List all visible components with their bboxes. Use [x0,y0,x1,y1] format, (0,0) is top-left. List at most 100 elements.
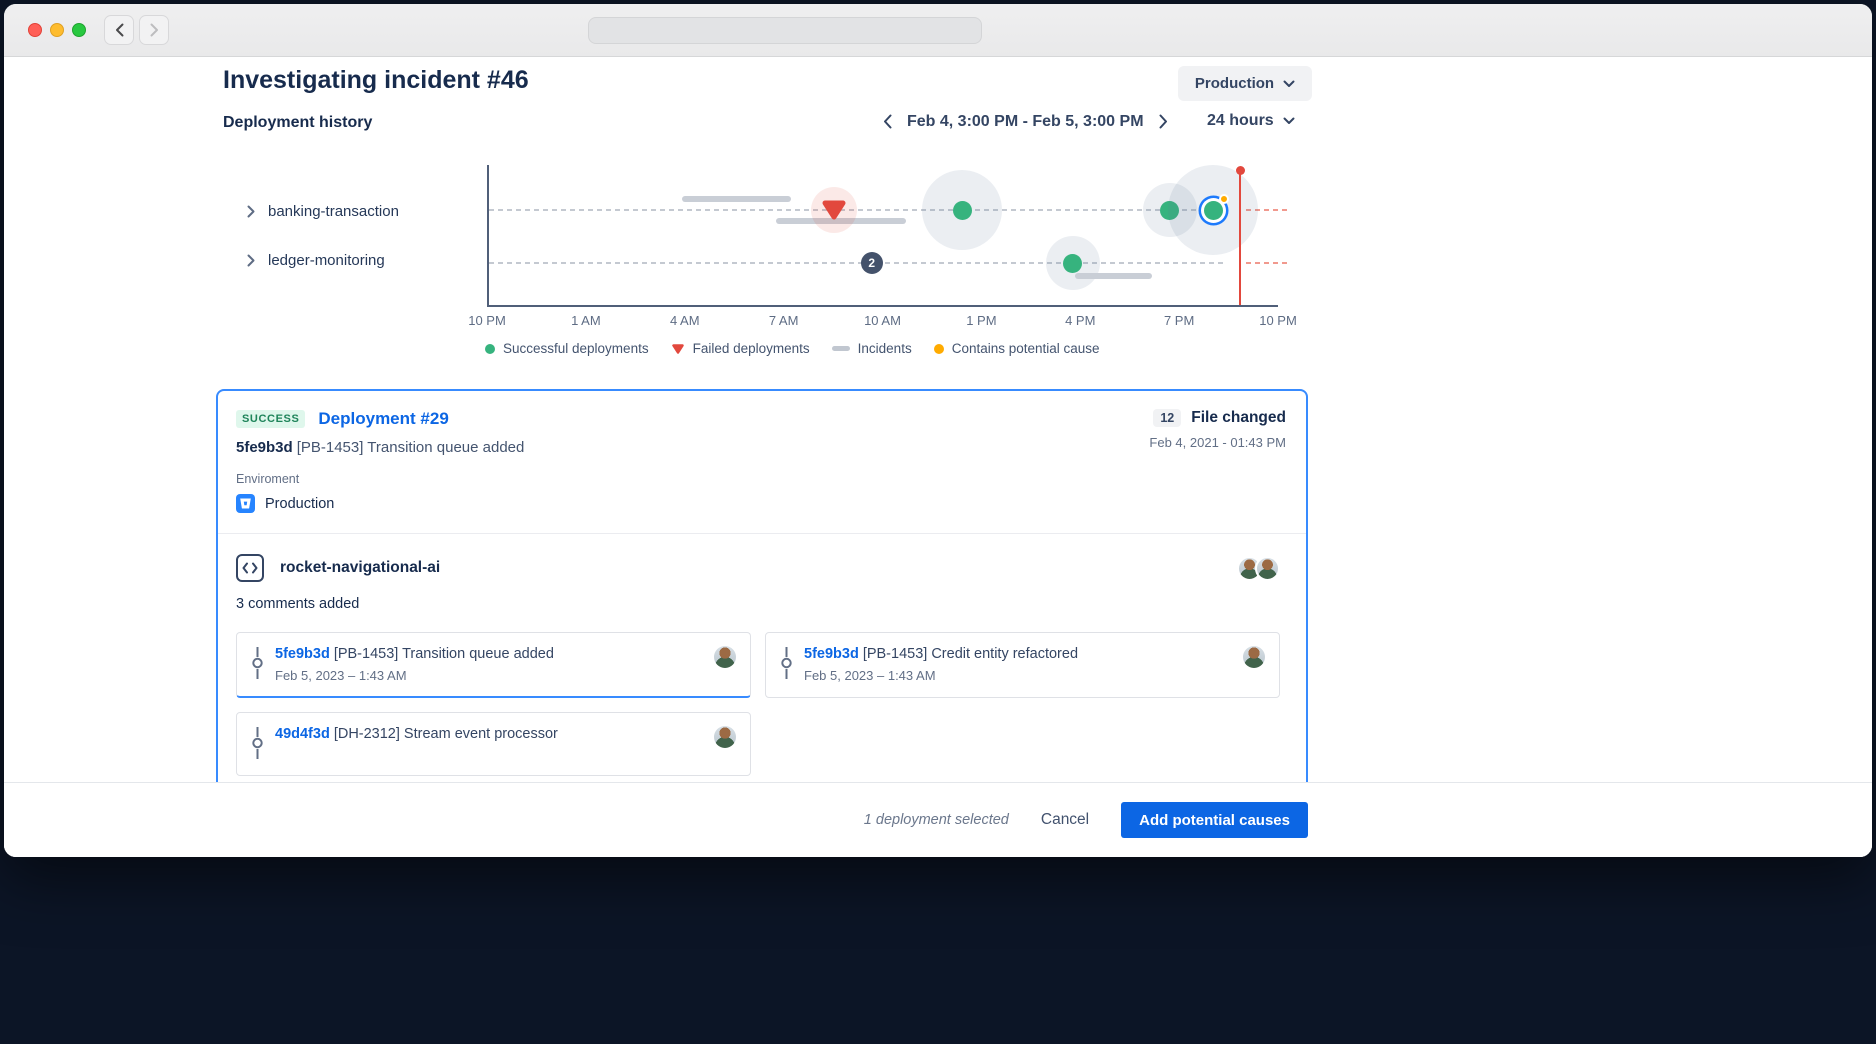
current-time-marker [1235,166,1245,305]
commit-list: 5fe9b3d [PB-1453] Transition queue added … [236,632,1280,776]
legend-contains-potential-cause: Contains potential cause [933,341,1100,356]
action-footer: 1 deployment selected Cancel Add potenti… [4,782,1872,857]
x-tick: 10 PM [1259,313,1297,328]
incident-bar[interactable] [1075,273,1152,279]
contributor-avatars [1237,555,1280,581]
x-tick: 10 PM [468,313,506,328]
chevron-down-icon [1283,117,1295,124]
back-button[interactable] [104,15,134,45]
successful-deployment-marker[interactable] [1045,236,1100,290]
deployment-timestamp: Feb 4, 2021 - 01:43 PM [1149,435,1286,450]
avatar [714,726,736,748]
timeline-row-line-future [1245,209,1290,211]
x-tick: 7 AM [768,313,799,328]
commit-date: Feb 5, 2023 – 1:43 AM [804,668,936,683]
chart-plot: 2 [487,165,1290,307]
environment-row: Production [236,494,524,513]
minimize-button[interactable] [50,23,64,37]
section-title: Deployment history [223,114,373,131]
git-commit-icon [252,647,263,679]
git-commit-icon [252,727,263,759]
row-label: ledger-monitoring [268,251,385,269]
commit-hash: 49d4f3d [275,726,330,742]
address-bar[interactable] [588,17,982,44]
failed-deployment-marker[interactable] [810,187,857,233]
cause-dot-icon [933,343,944,354]
chart-row-ledger-monitoring[interactable]: ledger-monitoring [247,245,385,275]
timeline-row-line-future [1245,262,1290,264]
interval-dropdown[interactable]: 24 hours [1207,112,1295,130]
deployment-card-body: rocket-navigational-ai 3 comments added … [218,534,1306,800]
chart-legend: Successful deployments Failed deployment… [485,341,1100,356]
environment-dropdown[interactable]: Production [1178,66,1312,101]
zoom-button[interactable] [72,23,86,37]
add-potential-causes-button[interactable]: Add potential causes [1121,802,1308,838]
grouped-events-badge[interactable]: 2 [860,252,883,274]
git-commit-icon [781,647,792,679]
failed-triangle-icon [671,343,684,354]
comments-summary: 3 comments added [236,596,360,612]
cancel-button[interactable]: Cancel [1035,803,1095,837]
interval-dropdown-label: 24 hours [1207,112,1274,129]
deployment-commit-line: 5fe9b3d [PB-1453] Transition queue added [236,439,524,456]
commit-card[interactable]: 5fe9b3d [PB-1453] Transition queue added … [236,632,751,698]
incident-bar[interactable] [776,218,906,224]
close-button[interactable] [28,23,42,37]
timeline-row-line [489,209,1227,211]
chevron-down-icon [1283,80,1295,87]
status-badge: SUCCESS [236,410,306,428]
chevron-left-icon [115,23,123,37]
deployment-title-link[interactable]: Deployment #29 [318,409,449,428]
legend-failed-deployments: Failed deployments [671,341,810,356]
card-divider [218,533,1306,534]
legend-label: Incidents [857,341,912,356]
environment-dropdown-label: Production [1194,75,1275,92]
x-tick: 7 PM [1163,313,1195,328]
x-axis-ticks: 10 PM 1 AM 4 AM 7 AM 10 AM 1 PM 4 PM 7 P… [468,313,1297,329]
commit-card[interactable]: 49d4f3d [DH-2312] Stream event processor [236,712,751,776]
potential-cause-dot [1219,194,1230,204]
page-title: Investigating incident #46 [223,66,529,94]
commit-card[interactable]: 5fe9b3d [PB-1453] Credit entity refactore… [765,632,1280,698]
traffic-lights [28,23,86,37]
timeline-row-line [489,262,1227,264]
avatar [1255,555,1280,581]
legend-successful-deployments: Successful deployments [485,341,649,356]
successful-deployment-marker[interactable] [922,170,1003,250]
forward-button[interactable] [139,15,169,45]
page-content: Investigating incident #46 Production De… [4,57,1872,857]
deployment-card-header: SUCCESS Deployment #29 5fe9b3d [PB-1453] … [218,391,1306,533]
successful-deployment-marker[interactable] [1142,183,1197,237]
environment-label: Enviroment [236,472,300,486]
chevron-left-icon [884,114,892,129]
x-tick: 1 PM [966,313,997,328]
legend-label: Contains potential cause [951,341,1100,356]
row-label: banking-transaction [268,202,399,220]
commit-hash: 5fe9b3d [275,646,330,662]
repository-code-icon [236,554,264,582]
incident-bar[interactable] [681,196,792,202]
environment-value: Production [265,495,335,512]
x-tick: 4 PM [1065,313,1096,328]
repository-name: rocket-navigational-ai [280,559,441,576]
legend-label: Failed deployments [692,341,810,356]
commit-message: [PB-1453] Transition queue added [333,646,554,662]
bitbucket-icon [236,494,255,513]
commit-message: [DH-2312] Stream event processor [333,726,558,742]
previous-range-button[interactable] [881,112,894,131]
legend-incidents: Incidents [831,341,912,356]
selected-deployment-marker[interactable] [1168,165,1259,255]
expand-chevron-icon [247,254,255,266]
commit-message: [PB-1453] Transition queue added [296,439,525,456]
deployment-card[interactable]: SUCCESS Deployment #29 5fe9b3d [PB-1453] … [216,389,1308,857]
incident-bar-icon [831,346,850,351]
date-range-label: Feb 4, 3:00 PM - Feb 5, 3:00 PM [907,112,1144,130]
chevron-right-icon [150,23,158,37]
x-tick: 1 AM [571,313,601,328]
chevron-right-icon [1159,114,1167,129]
chart-row-banking-transaction[interactable]: banking-transaction [247,196,399,226]
commit-message: [PB-1453] Credit entity refactored [862,646,1079,662]
next-range-button[interactable] [1157,112,1170,131]
browser-topbar [4,4,1872,57]
date-range-nav: Feb 4, 3:00 PM - Feb 5, 3:00 PM [881,112,1170,131]
